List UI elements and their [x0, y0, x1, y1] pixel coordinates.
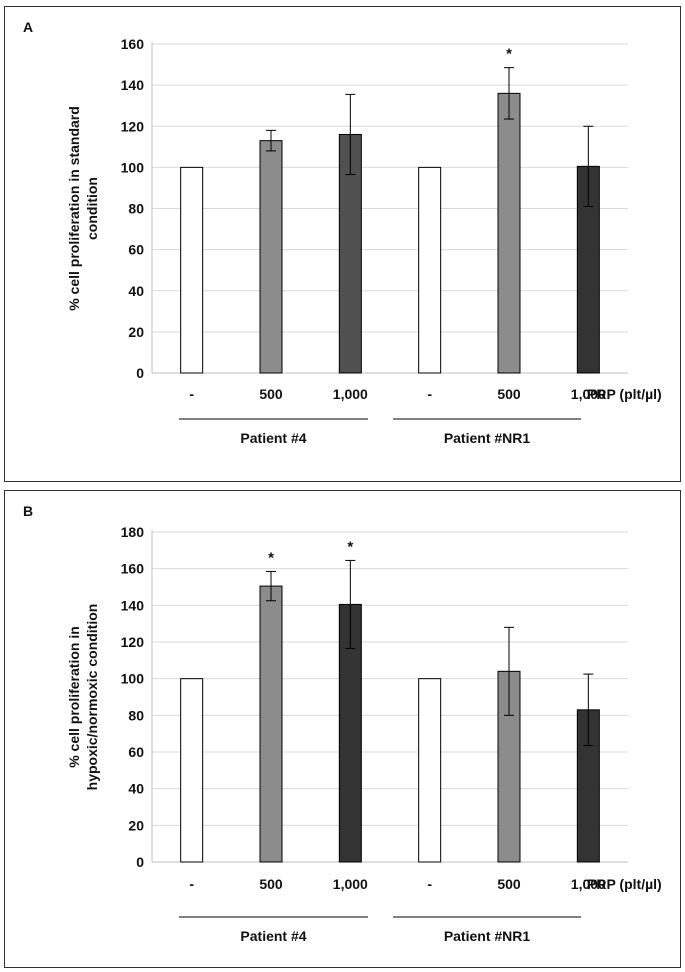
y-tick-label-a-160: 160 — [121, 36, 145, 52]
chart-panel-b: B 0 20 40 60 80 100 120 140 160 180 % cell prolifer… — [4, 490, 681, 968]
panel-label-b: B — [23, 503, 33, 519]
x-tick-label-b-5: 1,000 — [571, 876, 606, 892]
y-tick-label-b-20: 20 — [128, 817, 144, 833]
y-tick-label-b-80: 80 — [128, 707, 144, 723]
y-tick-label-b-40: 40 — [128, 781, 144, 797]
x-tick-label-b-0: - — [189, 876, 194, 892]
chart-b-svg: B 0 20 40 60 80 100 120 140 160 180 % cell prolifer… — [23, 503, 662, 944]
y-tick-label-b-180: 180 — [121, 524, 145, 540]
y-axis-label-a: % cell proliferation in standard conditio… — [66, 106, 100, 311]
x-unit-label-a: PRP (plt/µl) — [587, 386, 662, 402]
y-tick-label-a-80: 80 — [128, 201, 144, 217]
x-tick-label-a-5: 1,000 — [571, 386, 606, 402]
significance-marker-a-4: * — [506, 46, 512, 63]
group-label-b-1: Patient #NR1 — [444, 928, 531, 944]
bar-a-0 — [180, 166, 204, 374]
y-tick-label-b-0: 0 — [136, 854, 144, 870]
x-tick-label-a-3: - — [427, 386, 432, 402]
y-tick-label-b-140: 140 — [121, 597, 145, 613]
bar-b-0 — [180, 678, 204, 863]
x-tick-label-a-2: 1,000 — [333, 386, 368, 402]
x-tick-label-a-1: 500 — [259, 386, 283, 402]
y-tick-label-a-140: 140 — [121, 77, 145, 93]
chart-panel-a: A 0 20 40 60 80 100 120 140 160 % cell proliferati… — [4, 6, 681, 482]
x-tick-label-a-0: - — [189, 386, 194, 402]
group-label-b-0: Patient #4 — [240, 928, 306, 944]
bar-b-3 — [418, 678, 442, 863]
y-tick-label-b-160: 160 — [121, 561, 145, 577]
y-tick-label-b-120: 120 — [121, 634, 145, 650]
y-tick-label-a-60: 60 — [128, 242, 144, 258]
significance-marker-b-1: * — [268, 549, 274, 566]
x-tick-label-a-4: 500 — [497, 386, 521, 402]
y-tick-label-a-0: 0 — [136, 365, 144, 381]
bar-a-3 — [418, 166, 442, 374]
y-axis-label-line-a-0: % cell proliferation in standard — [66, 106, 82, 311]
x-tick-label-b-4: 500 — [497, 876, 521, 892]
bar-a-1 — [259, 140, 283, 374]
bar-b-1 — [259, 585, 283, 863]
group-label-a-1: Patient #NR1 — [444, 430, 531, 446]
y-axis-label-b: % cell proliferation in hypoxic/normoxic … — [66, 604, 100, 791]
y-tick-label-a-120: 120 — [121, 118, 145, 134]
group-label-a-0: Patient #4 — [240, 430, 306, 446]
x-unit-label-b: PRP (plt/µl) — [587, 876, 662, 892]
significance-marker-b-2: * — [347, 538, 353, 555]
y-tick-label-b-60: 60 — [128, 744, 144, 760]
y-axis-label-line-b-1: hypoxic/normoxic condition — [84, 604, 100, 791]
chart-a-svg: A 0 20 40 60 80 100 120 140 160 % cell proliferati… — [23, 19, 662, 446]
y-axis-label-line-b-0: % cell proliferation in — [66, 626, 82, 768]
y-tick-label-b-100: 100 — [121, 671, 145, 687]
y-tick-label-a-40: 40 — [128, 283, 144, 299]
y-tick-label-a-20: 20 — [128, 324, 144, 340]
bar-a-4 — [497, 92, 521, 374]
x-tick-label-b-3: - — [427, 876, 432, 892]
y-tick-label-a-100: 100 — [121, 159, 145, 175]
x-tick-label-b-2: 1,000 — [333, 876, 368, 892]
x-tick-label-b-1: 500 — [259, 876, 283, 892]
y-axis-label-line-a-1: condition — [84, 177, 100, 240]
panel-label-a: A — [23, 19, 33, 35]
